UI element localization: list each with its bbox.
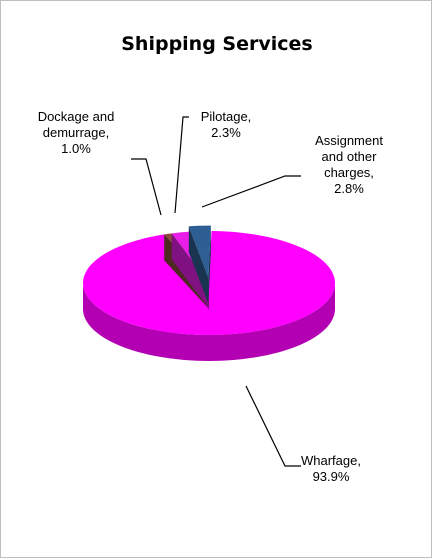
leader-lines: [131, 116, 301, 467]
label-value: 93.9%: [312, 469, 350, 484]
slice-top: [188, 225, 211, 278]
leader-line: [131, 158, 162, 216]
label-value: 2.3%: [211, 125, 241, 140]
leader-line: [201, 175, 301, 208]
data-label: Wharfage, 93.9%: [291, 453, 371, 485]
label-category: Assignment and other charges,: [315, 133, 383, 180]
label-category: Dockage and demurrage,: [37, 109, 115, 140]
slice-wall: [188, 226, 209, 304]
pie: [82, 225, 335, 361]
label-value: 2.8%: [334, 181, 364, 196]
data-label: Pilotage, 2.3%: [191, 109, 261, 141]
label-category: Wharfage,: [301, 453, 361, 468]
slice-wall: [208, 225, 211, 304]
data-label: Dockage and demurrage, 1.0%: [36, 109, 116, 157]
data-label: Assignment and other charges, 2.8%: [306, 133, 392, 197]
pie-slice: [188, 225, 211, 304]
leader-line: [174, 116, 189, 214]
slice-wall: [171, 233, 209, 309]
slice-side: [83, 283, 335, 361]
chart-title: Shipping Services: [121, 33, 313, 55]
label-category: Pilotage,: [200, 109, 252, 124]
label-value: 1.0%: [61, 141, 91, 156]
leader-line: [245, 385, 301, 467]
